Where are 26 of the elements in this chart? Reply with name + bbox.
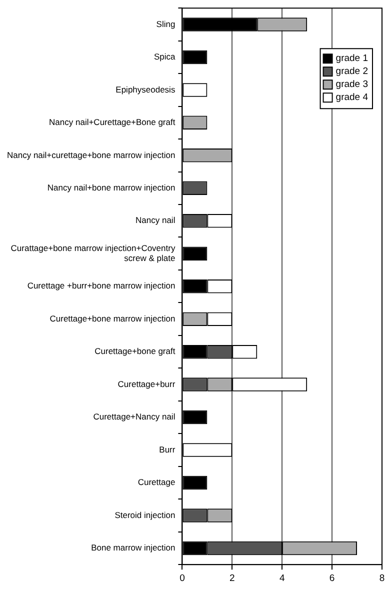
legend-label: grade 4 bbox=[336, 92, 368, 104]
y-tick-label: Nancy nail+curettage+bone marrow injection bbox=[6, 150, 176, 160]
x-tick-label: 8 bbox=[379, 572, 385, 584]
y-tick-label: Steroid injection bbox=[114, 510, 176, 520]
y-tick-label: Bone marrow injection bbox=[91, 542, 176, 553]
y-tick-label: Nancy nail+Curettage+Bone graft bbox=[49, 117, 176, 128]
y-tick-label: Curettage+burr bbox=[118, 378, 176, 389]
y-tick-label: Curattage+bone marrow injection+Coventry screw & plate bbox=[10, 242, 176, 264]
x-tick-label: 2 bbox=[230, 572, 235, 584]
legend-label: grade 2 bbox=[336, 66, 368, 78]
y-tick-label: Sling bbox=[156, 18, 176, 29]
x-tick-label: 4 bbox=[279, 572, 285, 584]
y-tick-label: Epiphyseodesis bbox=[116, 84, 176, 94]
x-tick-label: 6 bbox=[329, 572, 335, 584]
y-tick-label: Curettage +burr+bone marrow injection bbox=[27, 280, 176, 291]
y-tick-label: Burr bbox=[159, 444, 176, 454]
y-tick-label: Nancy nail bbox=[136, 215, 176, 226]
y-tick-label: Spica bbox=[154, 52, 176, 62]
legend-label: grade 1 bbox=[336, 53, 368, 64]
y-tick-label: Curettage+bone marrow injection bbox=[50, 313, 176, 324]
y-tick-label: Curettage+bone graft bbox=[94, 346, 176, 356]
y-tick-label: Curettage+Nancy nail bbox=[93, 412, 176, 422]
x-tick-label: 0 bbox=[180, 572, 185, 584]
y-tick-label: Nancy nail+bone marrow injection bbox=[47, 182, 176, 192]
legend-label: grade 3 bbox=[336, 79, 368, 90]
y-tick-label: Curettage bbox=[138, 477, 176, 488]
